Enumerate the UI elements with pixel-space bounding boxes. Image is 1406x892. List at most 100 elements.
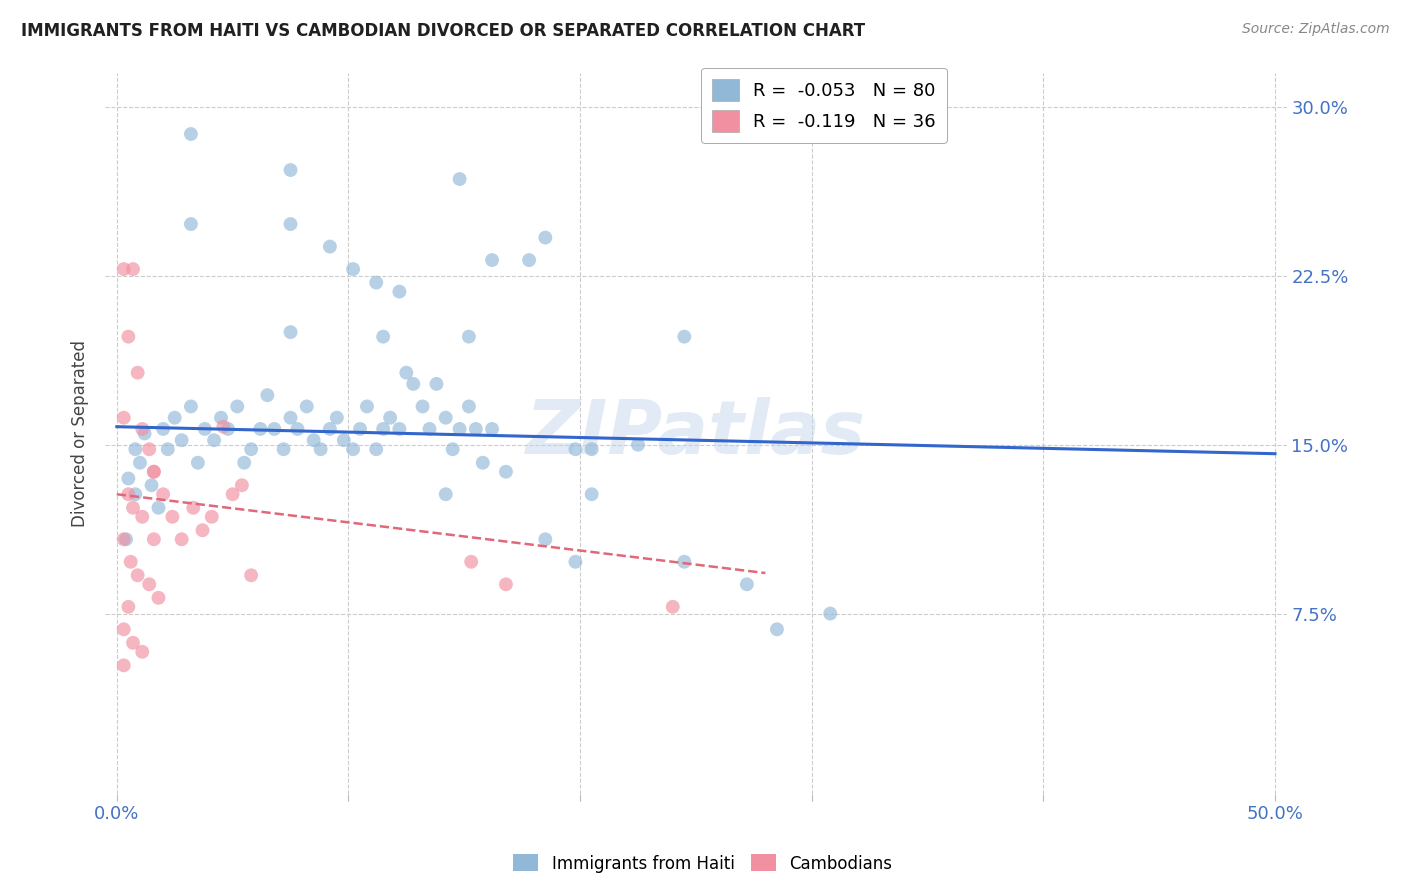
Point [170,533,193,547]
Point [326,410,349,425]
Point [115,533,138,547]
Point [163,410,186,425]
Point [280,217,302,231]
Point [735,577,758,591]
Point [112,623,135,637]
Point [388,285,411,299]
Point [212,419,235,434]
Point [333,434,356,448]
Point [534,533,557,547]
Point [117,471,139,485]
Point [233,456,256,470]
Point [112,658,135,673]
Point [342,262,364,277]
Point [280,410,302,425]
Point [388,422,411,436]
Point [122,262,145,277]
Point [280,163,302,178]
Point [127,366,149,380]
Point [142,465,165,479]
Point [673,555,696,569]
Y-axis label: Divorced or Separated: Divorced or Separated [72,340,89,527]
Point [766,623,789,637]
Point [180,217,202,231]
Text: ZIPatlas: ZIPatlas [526,397,866,470]
Point [356,400,378,414]
Point [152,487,174,501]
Point [156,442,179,457]
Point [349,422,371,436]
Point [191,523,214,537]
Point [124,487,146,501]
Point [162,509,184,524]
Point [202,434,225,448]
Point [240,568,263,582]
Point [138,577,160,591]
Point [673,329,696,343]
Point [342,442,364,457]
Point [256,388,278,402]
Point [457,329,479,343]
Point [148,591,170,605]
Point [441,442,464,457]
Point [112,262,135,277]
Point [495,465,517,479]
Point [201,509,224,524]
Point [131,422,153,436]
Text: Source: ZipAtlas.com: Source: ZipAtlas.com [1241,22,1389,37]
Point [627,438,650,452]
Point [112,410,135,425]
Point [194,422,217,436]
Point [449,422,471,436]
Point [418,422,440,436]
Point [481,253,503,268]
Point [221,487,243,501]
Point [395,366,418,380]
Point [231,478,253,492]
Point [517,253,540,268]
Point [181,500,204,515]
Point [170,434,193,448]
Point [138,442,160,457]
Point [481,422,503,436]
Point [117,487,139,501]
Point [564,555,586,569]
Point [263,422,285,436]
Point [141,478,163,492]
Point [240,442,263,457]
Point [280,325,302,339]
Point [373,329,395,343]
Point [129,456,152,470]
Point [302,434,325,448]
Point [378,410,401,425]
Point [460,555,482,569]
Point [226,400,249,414]
Point [142,533,165,547]
Point [373,422,395,436]
Point [131,645,153,659]
Point [122,636,145,650]
Point [131,509,153,524]
Point [117,329,139,343]
Point [122,500,145,515]
Legend: Immigrants from Haiti, Cambodians: Immigrants from Haiti, Cambodians [506,847,900,880]
Point [402,376,425,391]
Point [366,276,388,290]
Point [287,422,309,436]
Point [152,422,174,436]
Point [434,487,457,501]
Point [319,422,342,436]
Point [217,422,239,436]
Point [180,400,202,414]
Point [581,487,603,501]
Point [495,577,517,591]
Point [457,400,479,414]
Point [464,422,486,436]
Point [471,456,494,470]
Point [412,400,434,414]
Point [319,239,342,253]
Point [581,442,603,457]
Point [127,568,149,582]
Point [309,442,332,457]
Point [187,456,209,470]
